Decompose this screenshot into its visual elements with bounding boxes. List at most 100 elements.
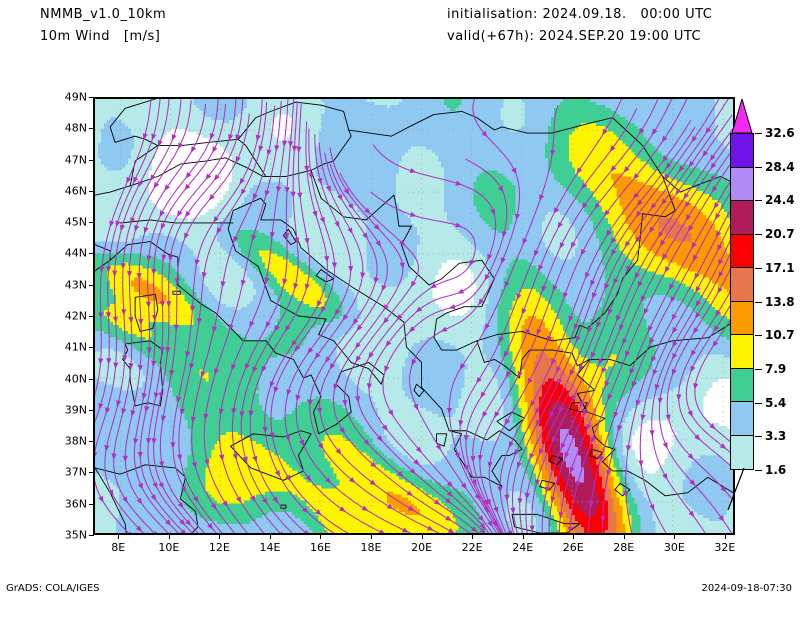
y-tick-label: 37N — [64, 465, 87, 479]
colorbar-tick-label: 7.9 — [765, 361, 787, 376]
y-tick-label: 41N — [64, 340, 87, 354]
colorbar-tick-label: 17.1 — [765, 260, 795, 275]
y-tick-label: 45N — [64, 215, 87, 229]
colorbar-tick-label: 1.6 — [765, 463, 787, 477]
field-title: 10m Wind [m/s] — [40, 29, 161, 44]
x-tick-mark — [320, 534, 322, 539]
x-tick-mark — [674, 534, 676, 539]
colorbar-tick-label: 5.4 — [765, 395, 787, 410]
colorbar-tick-mark — [755, 436, 762, 438]
colorbar-over-arrow — [731, 99, 753, 133]
colorbar-tick-label: 3.3 — [765, 429, 787, 444]
y-tick-label: 42N — [64, 309, 87, 323]
x-tick-mark — [573, 534, 575, 539]
colorbar-tick-label: 13.8 — [765, 294, 795, 309]
colorbar-band — [731, 435, 753, 469]
x-tick-label: 28E — [613, 541, 635, 554]
wind-streamline-arrows — [95, 127, 733, 533]
colorbar-band — [731, 368, 753, 402]
y-tick-mark — [89, 503, 94, 505]
y-tick-mark — [89, 97, 94, 98]
x-tick-label: 26E — [562, 541, 584, 554]
x-tick-label: 24E — [512, 541, 534, 554]
y-tick-mark — [89, 253, 94, 255]
colorbar-under-tail — [727, 468, 745, 510]
y-tick-mark — [89, 535, 94, 536]
x-tick-mark — [219, 534, 221, 539]
y-tick-label: 40N — [64, 372, 87, 386]
y-tick-label: 36N — [64, 497, 87, 511]
map-plot-area — [93, 97, 735, 535]
x-tick-label: 22E — [461, 541, 483, 554]
y-tick-mark — [89, 347, 94, 349]
colorbar-tick-mark — [755, 301, 762, 303]
footer-timestamp: 2024-09-18-07:30 — [701, 583, 792, 594]
colorbar-tick-mark — [755, 368, 762, 370]
x-tick-label: 18E — [360, 541, 382, 554]
x-tick-mark — [421, 534, 423, 539]
y-tick-label: 48N — [64, 121, 87, 135]
y-tick-label: 35N — [64, 528, 87, 542]
initialisation-time: initialisation: 2024.09.18. 00:00 UTC — [447, 7, 713, 22]
colorbar-band — [731, 134, 753, 168]
y-tick-label: 46N — [64, 184, 87, 198]
y-tick-label: 38N — [64, 434, 87, 448]
footer-credit: GrADS: COLA/IGES — [6, 583, 100, 594]
colorbar-band — [731, 335, 753, 369]
y-tick-mark — [89, 378, 94, 380]
colorbar-band — [731, 167, 753, 201]
colorbar-tick-mark — [755, 166, 762, 168]
colorbar — [730, 133, 754, 470]
y-tick-mark — [89, 190, 94, 192]
y-tick-mark — [89, 441, 94, 443]
x-tick-mark — [371, 534, 373, 539]
x-tick-label: 8E — [111, 541, 126, 554]
colorbar-tick-mark — [755, 200, 762, 202]
wind-speed-map — [95, 99, 733, 533]
colorbar-tick-mark — [755, 267, 762, 269]
colorbar-tick-label: 32.6 — [765, 126, 795, 140]
y-tick-label: 44N — [64, 246, 87, 260]
colorbar-tick-label: 20.7 — [765, 227, 795, 242]
colorbar-tick-label: 28.4 — [765, 159, 795, 174]
y-tick-mark — [89, 284, 94, 286]
y-tick-mark — [89, 222, 94, 224]
y-tick-mark — [89, 409, 94, 411]
colorbar-tick-mark — [755, 335, 762, 337]
wind-streamlines — [95, 99, 733, 533]
y-tick-label: 47N — [64, 153, 87, 167]
x-tick-label: 30E — [663, 541, 685, 554]
x-tick-label: 32E — [714, 541, 736, 554]
colorbar-band — [731, 301, 753, 335]
colorbar-tick-mark — [755, 133, 762, 134]
y-tick-label: 39N — [64, 403, 87, 417]
y-tick-mark — [89, 316, 94, 317]
colorbar-tick-mark — [755, 402, 762, 404]
x-tick-mark — [724, 534, 726, 539]
x-tick-mark — [269, 534, 271, 539]
x-tick-label: 14E — [259, 541, 281, 554]
colorbar-band — [731, 402, 753, 436]
colorbar-tick-mark — [755, 234, 762, 236]
x-tick-label: 10E — [158, 541, 180, 554]
x-tick-mark — [118, 534, 120, 539]
valid-time: valid(+67h): 2024.SEP.20 19:00 UTC — [447, 29, 702, 44]
x-tick-mark — [522, 534, 524, 539]
x-tick-mark — [472, 534, 474, 539]
colorbar-tick-label: 24.4 — [765, 193, 795, 208]
colorbar-band — [731, 268, 753, 302]
colorbar-band — [731, 201, 753, 235]
y-tick-label: 43N — [64, 278, 87, 292]
x-tick-mark — [623, 534, 625, 539]
colorbar-tick-mark — [755, 470, 762, 471]
y-tick-mark — [89, 159, 94, 161]
x-tick-mark — [168, 534, 170, 539]
colorbar-band — [731, 234, 753, 268]
y-tick-label: 49N — [64, 90, 87, 104]
x-tick-label: 16E — [309, 541, 331, 554]
y-tick-mark — [89, 128, 94, 130]
model-title: NMMB_v1.0_10km — [40, 7, 167, 22]
x-tick-label: 12E — [208, 541, 230, 554]
x-tick-label: 20E — [411, 541, 433, 554]
y-tick-mark — [89, 472, 94, 474]
